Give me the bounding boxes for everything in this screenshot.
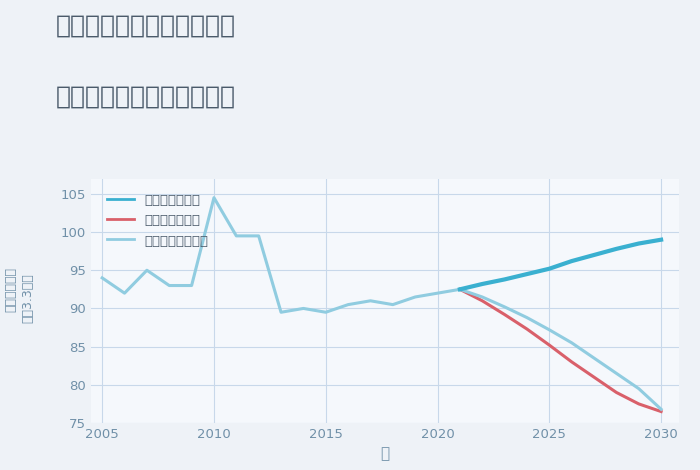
- Text: 千葉県野田市山崎梅の台の: 千葉県野田市山崎梅の台の: [56, 14, 236, 38]
- Text: 単価（万円）: 単価（万円）: [4, 266, 17, 312]
- X-axis label: 年: 年: [380, 446, 390, 462]
- Legend: グッドシナリオ, バッドシナリオ, ノーマルシナリオ: グッドシナリオ, バッドシナリオ, ノーマルシナリオ: [104, 190, 212, 251]
- Text: 坪（3.3㎡）: 坪（3.3㎡）: [22, 274, 34, 323]
- Text: 中古マンションの価格推移: 中古マンションの価格推移: [56, 85, 236, 109]
